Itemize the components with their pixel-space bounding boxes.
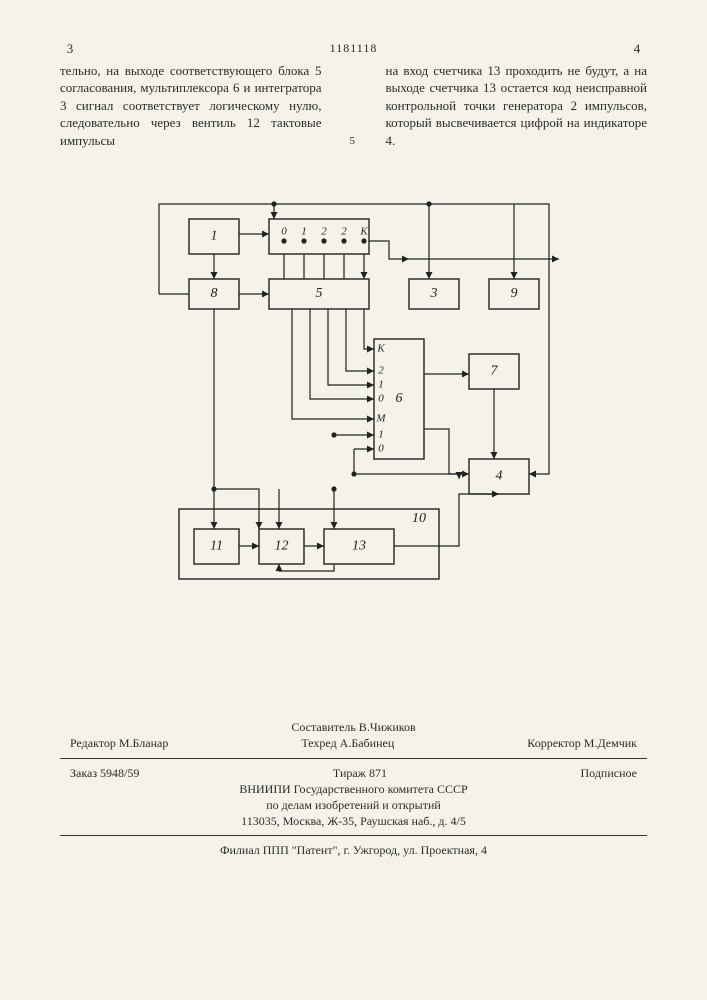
svg-text:11: 11 [210,539,223,554]
page-right: 4 [627,40,647,58]
block-diagram: 1853967410111213 0122KK210M10 [60,179,647,599]
svg-text:0: 0 [281,226,287,238]
svg-text:1: 1 [378,379,384,391]
svg-text:M: M [375,413,386,425]
svg-text:2: 2 [341,226,347,238]
editor: Редактор М.Бланар [70,735,168,751]
svg-text:7: 7 [490,364,498,379]
subscription: Подписное [581,765,638,781]
svg-text:K: K [376,343,385,355]
diagram-svg: 1853967410111213 0122KK210M10 [119,179,589,599]
compiler: Составитель В.Чижиков [60,719,647,735]
page-header: 3 1181118 4 [60,40,647,58]
col-left: тельно, на выходе соответствующего блока… [60,62,322,150]
svg-text:K: K [359,226,368,238]
margin-num: 5 [350,134,358,149]
svg-text:8: 8 [210,287,217,302]
svg-text:5: 5 [315,287,322,302]
imprint: Составитель В.Чижиков Редактор М.Бланар … [60,719,647,858]
org2: по делам изобретений и открытий [60,797,647,813]
svg-text:10: 10 [412,512,426,527]
tech: Техред А.Бабинец [301,735,394,751]
org1: ВНИИПИ Государственного комитета СССР [60,781,647,797]
branch: Филиал ППП "Патент", г. Ужгород, ул. Про… [60,842,647,858]
svg-text:2: 2 [321,226,327,238]
svg-text:12: 12 [274,539,288,554]
svg-text:1: 1 [378,429,384,441]
doc-number: 1181118 [80,40,627,58]
corrector: Корректор М.Демчик [527,735,637,751]
svg-text:0: 0 [378,443,384,455]
svg-text:1: 1 [210,229,217,244]
svg-text:6: 6 [395,392,402,407]
svg-text:1: 1 [301,226,307,238]
page-left: 3 [60,40,80,58]
svg-text:4: 4 [495,469,502,484]
svg-text:9: 9 [510,287,517,302]
order: Заказ 5948/59 [70,765,139,781]
svg-text:2: 2 [378,365,384,377]
print-run: Тираж 871 [333,765,387,781]
body-text: тельно, на выходе соответствующего блока… [60,62,647,150]
col-right: на вход счетчика 13 проходить не будут, … [386,62,648,150]
address1: 113035, Москва, Ж-35, Раушская наб., д. … [60,813,647,829]
svg-text:0: 0 [378,393,384,405]
svg-text:3: 3 [429,287,437,302]
svg-text:13: 13 [352,539,366,554]
